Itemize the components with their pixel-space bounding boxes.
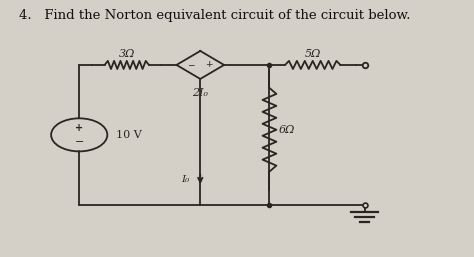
Text: +: + bbox=[206, 60, 213, 69]
Text: −: − bbox=[187, 60, 194, 69]
Text: 10 V: 10 V bbox=[116, 130, 142, 140]
Text: +: + bbox=[75, 123, 83, 133]
Text: 6Ω: 6Ω bbox=[279, 125, 295, 135]
Text: 2I₀: 2I₀ bbox=[192, 88, 208, 98]
Text: I₀: I₀ bbox=[181, 175, 190, 184]
Text: −: − bbox=[74, 137, 84, 147]
Text: 4.   Find the Norton equivalent circuit of the circuit below.: 4. Find the Norton equivalent circuit of… bbox=[18, 9, 410, 22]
Text: 3Ω: 3Ω bbox=[118, 49, 135, 59]
Text: 5Ω: 5Ω bbox=[304, 49, 321, 59]
